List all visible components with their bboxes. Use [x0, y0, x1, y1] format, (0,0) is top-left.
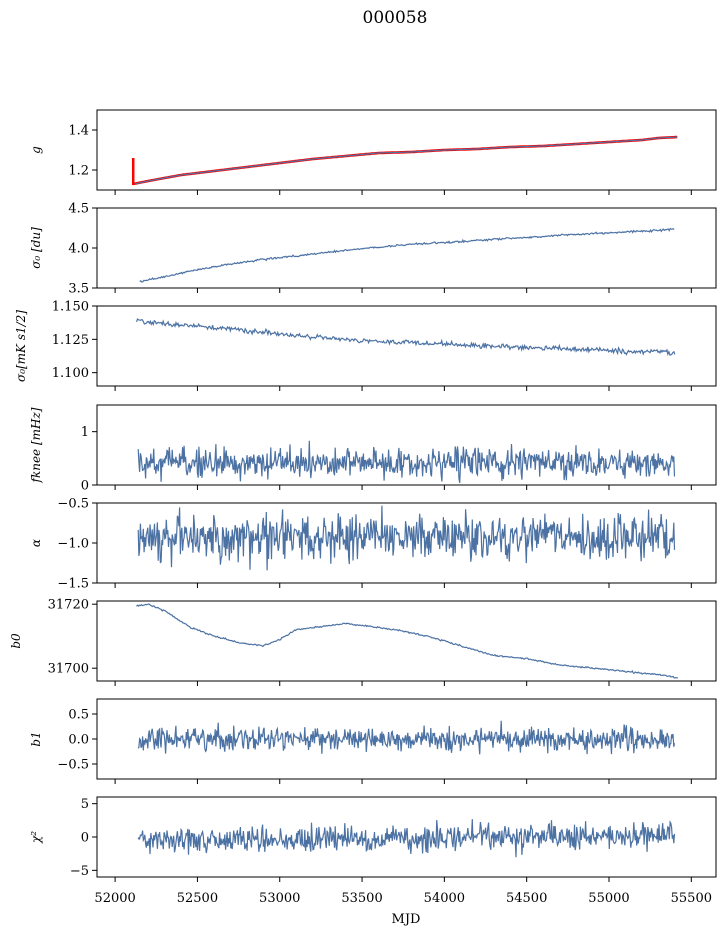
y-axis-label: χ² [29, 831, 43, 844]
y-tick-label: 1.100 [52, 366, 89, 381]
x-tick-label: 54000 [424, 891, 465, 906]
y-tick-label: −1.0 [57, 537, 89, 552]
y-axis-label: σ₀[mK s1/2] [14, 310, 28, 382]
panel-8: −5 0 5 χ² [29, 796, 717, 882]
y-tick-label: 0 [81, 831, 89, 846]
panel-frame [96, 600, 717, 682]
y-tick-label: −0.5 [57, 758, 89, 773]
y-tick-label: 1 [81, 425, 89, 440]
y-axis-label: g [29, 146, 43, 154]
y-axis-label: α [29, 539, 43, 547]
figure-title: 000058 [363, 8, 428, 28]
series-line-5-1 [137, 505, 676, 571]
series-line-8-1 [137, 819, 676, 858]
x-tick-label: 54500 [506, 891, 547, 906]
y-tick-label: 1.150 [52, 300, 89, 315]
y-tick-label: −0.5 [57, 497, 89, 512]
y-axis-label: b1 [29, 731, 43, 746]
y-tick-label: 31720 [48, 598, 89, 613]
x-axis-label: MJD [392, 912, 421, 927]
panel-frame [96, 305, 717, 387]
panel-2: 3.5 4.0 4.5 σ₀ [du] [29, 202, 717, 297]
panel-4: 0 1 fknee [mHz] [29, 404, 717, 494]
series-line-3-1 [135, 318, 676, 357]
y-axis-label: fknee [mHz] [29, 407, 43, 483]
y-axis-label: b0 [9, 633, 23, 649]
x-tick-label: 55500 [671, 891, 712, 906]
series-line-7-1 [137, 720, 676, 755]
y-tick-label: 4.5 [68, 202, 89, 217]
y-tick-label: 0.0 [68, 733, 89, 748]
panel-5: −1.5 −1.0 −0.5 α [29, 497, 717, 592]
x-tick-label: 53500 [341, 891, 382, 906]
panel-frame [96, 404, 717, 486]
series-line-1-1 [132, 135, 678, 186]
y-tick-label: −1.5 [57, 577, 89, 592]
y-axis-label: σ₀ [du] [29, 227, 43, 269]
panel-6: 31700 31720 b0 [9, 598, 717, 686]
panel-frame [96, 207, 717, 289]
y-tick-label: 1.2 [68, 164, 89, 179]
y-tick-label: 1.125 [52, 333, 89, 348]
x-tick-label: 52500 [177, 891, 218, 906]
y-tick-label: 0 [81, 479, 89, 494]
series-line-6-1 [136, 603, 678, 679]
y-tick-label: 5 [81, 797, 89, 812]
x-tick-label: 53000 [259, 891, 300, 906]
x-axis: 52000 52500 53000 53500 54000 54500 55000 55500 [94, 891, 712, 906]
y-tick-label: 0.5 [68, 708, 89, 723]
y-tick-label: 31700 [48, 662, 89, 677]
y-tick-label: 3.5 [68, 282, 89, 297]
x-tick-label: 55000 [588, 891, 629, 906]
panel-1: 1.2 1.4 g [29, 109, 717, 195]
x-tick-label: 52000 [94, 891, 135, 906]
panel-3: 1.100 1.125 1.150 σ₀[mK s1/2] [14, 300, 717, 391]
y-tick-label: −5 [70, 864, 89, 879]
y-tick-label: 4.0 [68, 242, 89, 257]
panel-7: −0.5 0.0 0.5 b1 [29, 698, 717, 784]
y-tick-label: 1.4 [68, 124, 89, 139]
series-line-1-2 [134, 136, 678, 185]
panels: 1.2 1.4 g 3.5 4.0 4.5 σ₀ [du] 1.100 1.125 1.150 σ₀… [9, 109, 717, 882]
panel-frame [96, 109, 717, 191]
series-line-4-1 [137, 440, 676, 483]
series-line-2-1 [139, 227, 675, 283]
